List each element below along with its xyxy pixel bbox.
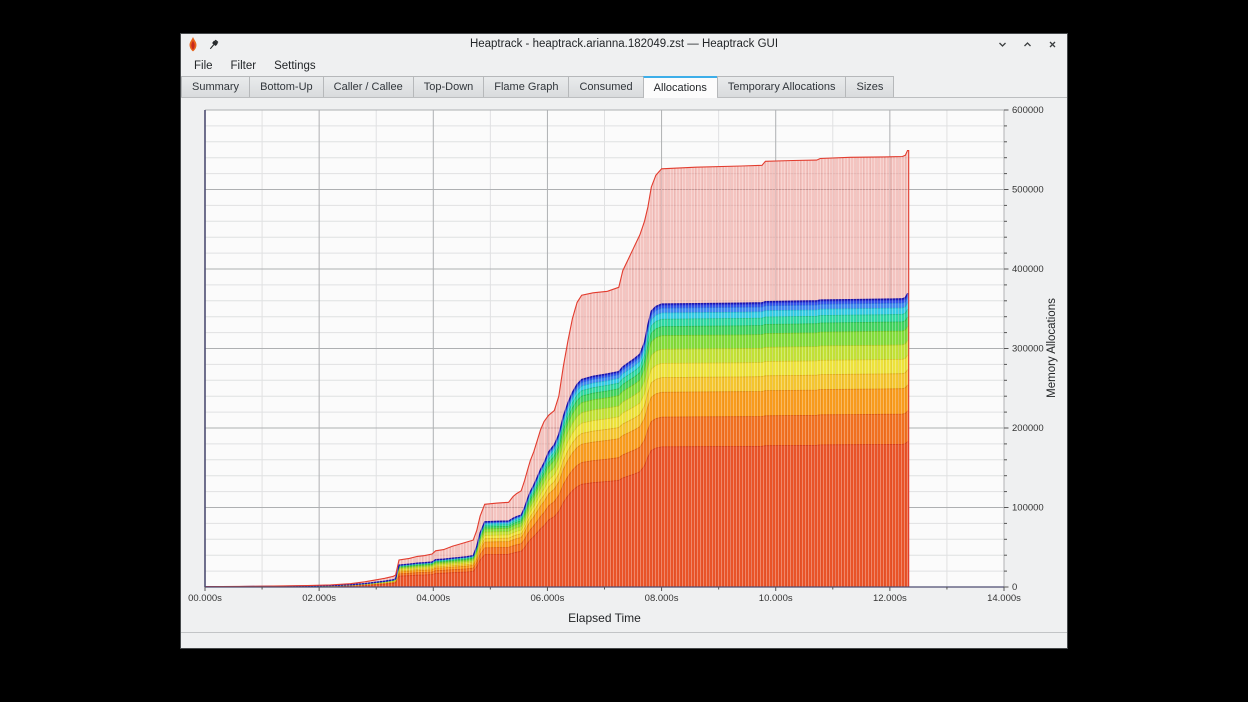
svg-text:08.000s: 08.000s bbox=[645, 593, 679, 604]
statusbar bbox=[181, 632, 1067, 648]
tabbar: Summary Bottom-Up Caller / Callee Top-Down F… bbox=[181, 76, 1067, 98]
svg-text:14.000s: 14.000s bbox=[987, 593, 1021, 604]
close-button[interactable] bbox=[1047, 39, 1058, 50]
tab-sizes[interactable]: Sizes bbox=[845, 76, 895, 97]
svg-text:0: 0 bbox=[1012, 582, 1017, 593]
tab-top-down[interactable]: Top-Down bbox=[412, 76, 484, 97]
svg-text:02.000s: 02.000s bbox=[302, 593, 336, 604]
tab-allocations[interactable]: Allocations bbox=[642, 76, 717, 98]
window-title: Heaptrack - heaptrack.arianna.182049.zst… bbox=[469, 38, 779, 50]
y-axis-title: Memory Allocations bbox=[1046, 298, 1058, 398]
svg-text:600000: 600000 bbox=[1012, 105, 1044, 116]
tab-temporary-allocations[interactable]: Temporary Allocations bbox=[716, 76, 846, 97]
svg-text:100000: 100000 bbox=[1012, 503, 1044, 514]
tab-bottom-up[interactable]: Bottom-Up bbox=[249, 76, 323, 97]
heaptrack-flame-icon bbox=[187, 37, 199, 57]
svg-text:400000: 400000 bbox=[1012, 264, 1044, 275]
menu-settings[interactable]: Settings bbox=[274, 60, 316, 72]
tab-consumed[interactable]: Consumed bbox=[568, 76, 643, 97]
svg-text:300000: 300000 bbox=[1012, 344, 1044, 355]
allocations-chart[interactable]: 00.000s 02.000s 04.000s 06.000s 08.000s 10.00… bbox=[181, 98, 1067, 632]
svg-text:04.000s: 04.000s bbox=[416, 593, 450, 604]
svg-text:10.000s: 10.000s bbox=[759, 593, 793, 604]
minimize-button[interactable] bbox=[997, 39, 1008, 50]
x-axis-title: Elapsed Time bbox=[568, 611, 641, 625]
menu-filter[interactable]: Filter bbox=[230, 60, 257, 72]
svg-text:12.000s: 12.000s bbox=[873, 593, 907, 604]
titlebar[interactable]: Heaptrack - heaptrack.arianna.182049.zst… bbox=[181, 34, 1067, 56]
heaptrack-window: Heaptrack - heaptrack.arianna.182049.zst… bbox=[180, 33, 1068, 649]
allocations-tab-page: 00.000s 02.000s 04.000s 06.000s 08.000s 10.00… bbox=[181, 98, 1067, 632]
tab-summary[interactable]: Summary bbox=[181, 76, 250, 97]
svg-text:00.000s: 00.000s bbox=[188, 593, 222, 604]
svg-text:200000: 200000 bbox=[1012, 423, 1044, 434]
svg-text:500000: 500000 bbox=[1012, 185, 1044, 196]
menubar: File Filter Settings bbox=[181, 56, 1067, 76]
tab-flame-graph[interactable]: Flame Graph bbox=[483, 76, 569, 97]
maximize-button[interactable] bbox=[1022, 39, 1033, 50]
svg-text:06.000s: 06.000s bbox=[531, 593, 565, 604]
pin-icon[interactable] bbox=[208, 38, 219, 56]
menu-file[interactable]: File bbox=[194, 60, 213, 72]
tab-caller-callee[interactable]: Caller / Callee bbox=[322, 76, 413, 97]
